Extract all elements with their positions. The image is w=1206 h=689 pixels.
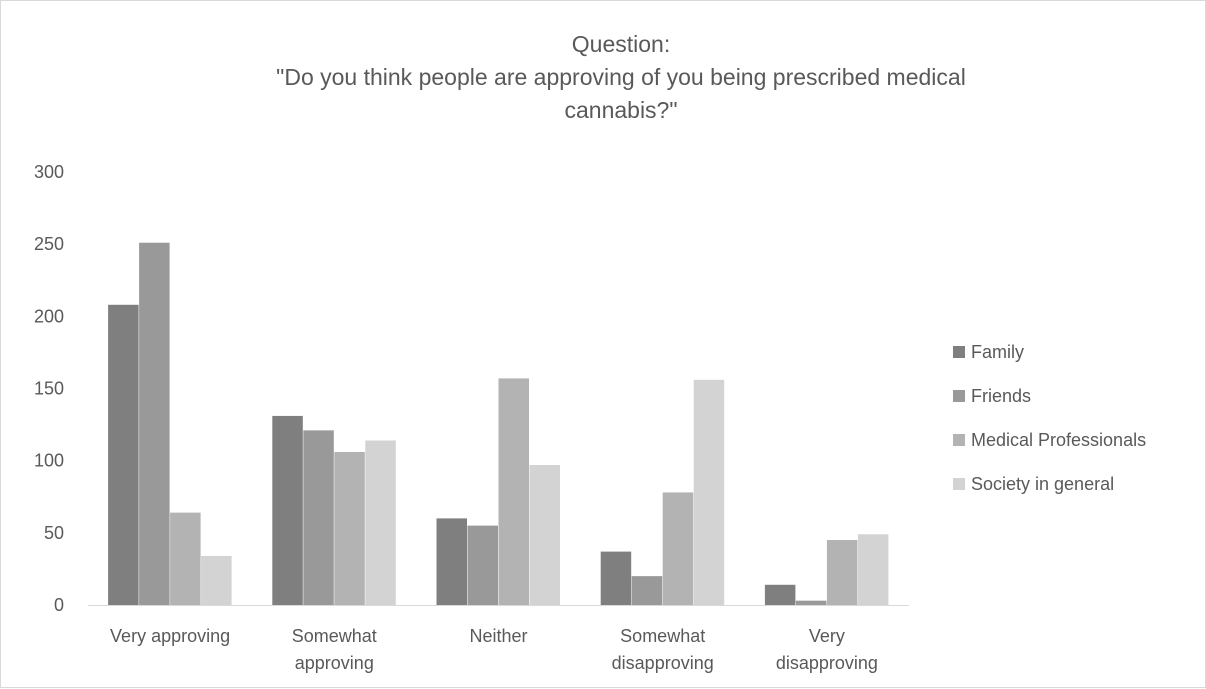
bar xyxy=(108,304,139,605)
y-axis: 0 50 100 150 200 250 300 xyxy=(34,162,64,615)
y-tick-label: 0 xyxy=(54,595,64,615)
bar xyxy=(529,464,560,605)
bar xyxy=(365,440,396,605)
legend-label: Society in general xyxy=(971,474,1114,494)
legend-label: Medical Professionals xyxy=(971,430,1146,450)
bars xyxy=(108,242,889,605)
chart-title: Question: "Do you think people are approv… xyxy=(276,31,966,123)
x-tick-label: Very approving xyxy=(110,626,230,646)
x-tick-label: approving xyxy=(295,653,374,673)
bar xyxy=(272,415,303,605)
x-axis: Very approving Somewhat approving Neither So… xyxy=(88,605,909,673)
bar xyxy=(201,555,232,605)
bar xyxy=(303,430,334,605)
legend-label: Friends xyxy=(971,386,1031,406)
legend-label: Family xyxy=(971,342,1024,362)
bar xyxy=(600,551,632,605)
bar xyxy=(857,534,889,605)
bar xyxy=(826,540,858,605)
y-tick-label: 150 xyxy=(34,379,64,399)
x-tick-label: Somewhat xyxy=(292,626,377,646)
x-tick-label: disapproving xyxy=(612,653,714,673)
bar xyxy=(693,379,725,605)
chart-title-line: Question: xyxy=(572,31,670,57)
y-tick-label: 50 xyxy=(44,523,64,543)
legend-swatch xyxy=(953,434,965,446)
bar xyxy=(795,600,827,605)
bar xyxy=(334,452,365,605)
bar xyxy=(467,525,498,605)
legend-swatch xyxy=(953,478,965,490)
y-tick-label: 200 xyxy=(34,306,64,326)
x-tick-label: Very xyxy=(809,626,845,646)
legend: Family Friends Medical Professionals Societ… xyxy=(953,342,1146,494)
x-tick-label: Somewhat xyxy=(620,626,705,646)
chart-title-line: cannabis?" xyxy=(564,97,677,123)
y-tick-label: 300 xyxy=(34,162,64,182)
bar xyxy=(631,576,663,605)
bar xyxy=(436,518,467,605)
y-tick-label: 100 xyxy=(34,451,64,471)
bar xyxy=(170,512,201,605)
bar xyxy=(662,492,694,605)
bar xyxy=(139,242,170,605)
chart-title-line: "Do you think people are approving of yo… xyxy=(276,64,966,90)
bar xyxy=(498,378,529,605)
x-tick-label: Neither xyxy=(469,626,527,646)
legend-swatch xyxy=(953,346,965,358)
bar xyxy=(764,584,796,605)
legend-swatch xyxy=(953,390,965,402)
x-tick-label: disapproving xyxy=(776,653,878,673)
y-tick-label: 250 xyxy=(34,234,64,254)
